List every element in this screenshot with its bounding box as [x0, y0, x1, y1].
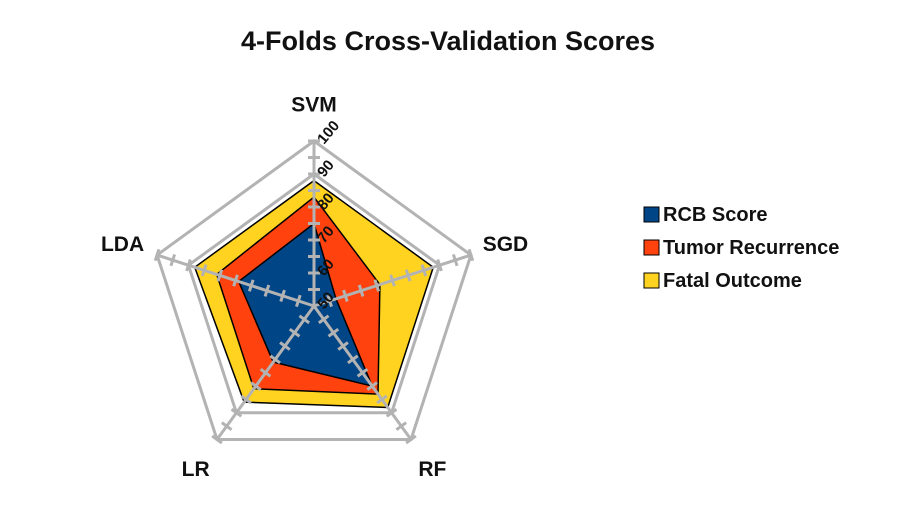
- axis-spokes: [153, 139, 475, 445]
- tick-mark: [356, 368, 369, 378]
- series-area-rcb-score: [237, 222, 374, 388]
- tick-mark: [467, 248, 475, 262]
- axis-label-lr: LR: [182, 458, 210, 481]
- legend-swatch: [643, 206, 660, 223]
- tick-mark: [295, 294, 302, 308]
- legend-label: Fatal Outcome: [663, 270, 802, 292]
- tick-mark: [259, 368, 272, 378]
- legend: RCB Score Tumor Recurrence Fatal Outcome: [643, 204, 839, 292]
- tick-mark: [327, 327, 340, 338]
- tick-mark: [153, 248, 161, 262]
- legend-swatch: [643, 272, 660, 289]
- axis-label-svm: SVM: [291, 94, 337, 117]
- tick-mark: [436, 259, 443, 272]
- tick-mark: [298, 314, 311, 325]
- tick-mark: [342, 289, 349, 302]
- tick-mark: [247, 279, 255, 292]
- axis-label-rf: RF: [418, 458, 446, 481]
- legend-label: Tumor Recurrence: [663, 237, 839, 259]
- tick-mark: [279, 341, 291, 351]
- tick-mark: [357, 284, 365, 297]
- tick-mark: [337, 341, 349, 351]
- axis-labels: SVM SGD RF LR LDA: [101, 94, 528, 481]
- tick-mark: [317, 314, 330, 325]
- tick-mark: [376, 394, 388, 405]
- tick-mark: [216, 269, 224, 282]
- tick-mark: [405, 434, 417, 445]
- tick-mark: [200, 264, 208, 277]
- axis-label-sgd: SGD: [483, 233, 529, 256]
- tick-mark: [232, 274, 239, 287]
- tick-mark: [420, 264, 428, 277]
- grid-ring-90: [186, 172, 442, 415]
- tick-mark: [240, 394, 252, 405]
- tick-mark: [279, 289, 286, 302]
- tick-mark: [373, 279, 381, 292]
- tick-mark: [404, 269, 412, 282]
- tick-mark: [220, 421, 233, 431]
- tick-mark: [451, 253, 459, 267]
- tick-mark: [250, 381, 262, 391]
- tick-mark: [230, 408, 243, 418]
- tick-mark: [326, 294, 333, 308]
- tick-mark: [288, 327, 301, 338]
- tick-mark: [347, 354, 359, 365]
- axis-label-lda: LDA: [101, 233, 144, 256]
- tick-mark: [395, 421, 408, 431]
- tick-mark: [385, 408, 398, 418]
- tick-mark: [389, 274, 396, 287]
- tick-mark: [263, 284, 271, 297]
- tick-mark: [211, 434, 223, 445]
- legend-swatch: [643, 239, 660, 256]
- legend-label: RCB Score: [663, 204, 767, 226]
- chart-title: 4-Folds Cross-Validation Scores: [241, 26, 655, 56]
- grid-ring-100: [155, 139, 473, 441]
- tick-mark: [366, 381, 378, 391]
- tick-mark: [269, 354, 281, 365]
- tick-mark: [185, 259, 192, 272]
- tick-mark: [169, 253, 177, 267]
